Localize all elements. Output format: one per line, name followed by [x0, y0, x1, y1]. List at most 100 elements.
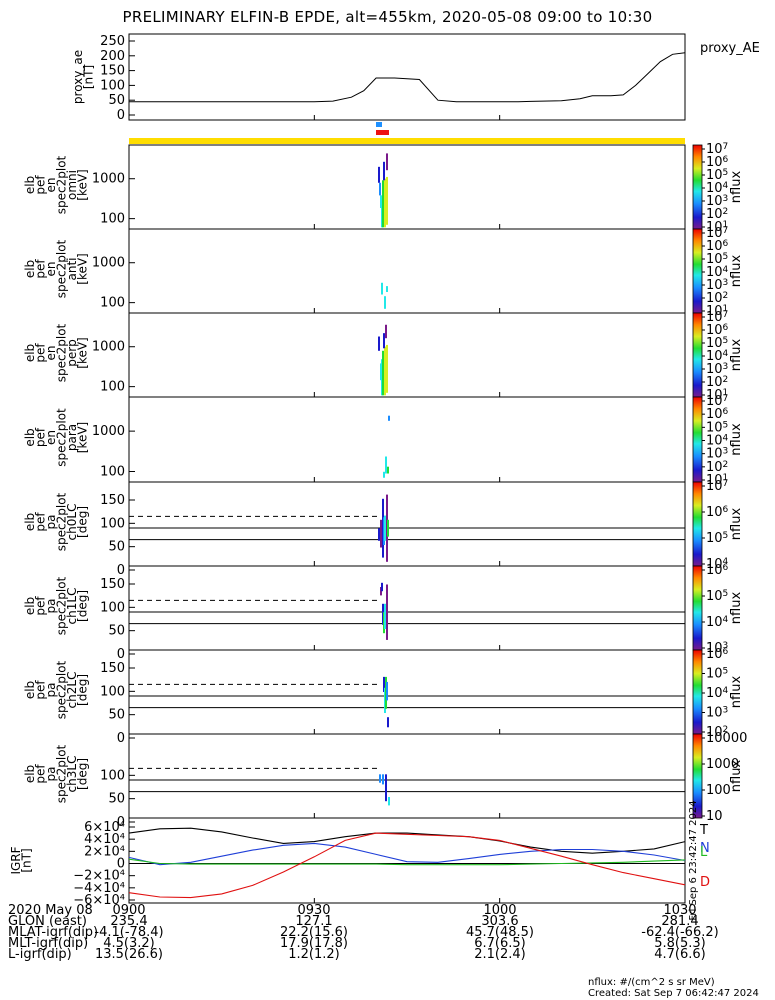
colorbar-tick-label: 104: [706, 686, 729, 701]
ylabel-line: pef: [34, 512, 48, 532]
ytick-label: −6×10⁴: [73, 893, 125, 908]
ylabel-line: elb: [23, 681, 37, 699]
ytick-label: 4×10⁴: [84, 832, 125, 847]
ytick-label: 100: [100, 516, 125, 531]
spectrogram-pixel: [386, 286, 388, 292]
ytick-label: −2×10⁴: [73, 869, 125, 884]
colorbar-tick-label: 10: [706, 809, 723, 824]
footer-value: 22.2(15.6): [279, 925, 349, 940]
spectrogram-pixel: [388, 797, 390, 806]
colorbar-elb_pef_pa_spec2plot_ch3LC: [692, 733, 703, 819]
colorbar-label: nflux: [729, 760, 744, 793]
ylabel-line: [keV]: [76, 422, 90, 453]
spectrogram-pixel: [378, 528, 380, 541]
series-igrf-L: [128, 858, 686, 866]
ylabel-line: [keV]: [76, 253, 90, 284]
spectrogram-pixel: [387, 519, 389, 537]
spectrogram-pixel: [386, 681, 388, 701]
ytick-label: 100: [100, 212, 125, 227]
legend-igrf-N: N: [700, 841, 710, 856]
ylabel-line: pef: [34, 680, 48, 700]
ytick-label: 100: [100, 380, 125, 395]
legend-proxy-ae: proxy_AE: [700, 41, 760, 56]
colorbar-tick-label: 105: [706, 531, 728, 546]
footer-value: 2.1(2.4): [474, 947, 526, 962]
ylabel-line: spec2plot: [55, 239, 69, 298]
ylabel-line: elb: [23, 597, 37, 615]
ylabel-line: elb: [23, 765, 37, 783]
colorbar-label: nflux: [729, 508, 744, 541]
colorbar-elb_pef_pa_spec2plot_ch0LC: [692, 481, 703, 567]
spectrogram-pixel: [383, 333, 385, 349]
colorbar-tick-label: 103: [706, 706, 728, 721]
ylabel-line: [nT]: [20, 848, 34, 872]
ylabel-line: pef: [34, 343, 48, 363]
ytick-label: 100: [100, 78, 125, 93]
spectrogram-pixel: [379, 774, 381, 783]
ylabel-line: elb: [23, 344, 37, 362]
panel-frame-elb_pef_en_spec2plot_anti: [128, 228, 686, 314]
ylabel-line: anti: [65, 258, 79, 281]
spectrogram-pixel: [383, 676, 385, 692]
ytick-label: 150: [100, 493, 125, 508]
ylabel-line: omni: [65, 170, 79, 200]
panel-frame-elb_pef_en_spec2plot_omni: [128, 144, 686, 230]
colorbar-label: nflux: [729, 339, 744, 372]
panel-frame-elb_pef_pa_spec2plot_ch0LC: [128, 481, 686, 567]
ylabel-line: IGRF: [9, 846, 23, 874]
ylabel-line: elb: [23, 428, 37, 446]
plot-timestamp-stamp: Fri Sep 6 23:42:47 2024: [688, 800, 699, 920]
ylabel-line: spec2plot: [55, 323, 69, 382]
zlabel-text: nflux: [729, 171, 744, 204]
spectrogram-pixel: [387, 717, 389, 728]
footer-row-label: GLON (east): [8, 914, 87, 929]
colorbar-tick-label: 106: [706, 647, 729, 662]
ytick-label: 0: [117, 647, 125, 662]
ytick-label: 50: [108, 93, 125, 108]
legend-igrf-L: L: [700, 845, 708, 860]
ytick-label: 50: [108, 792, 125, 807]
footer-value: -4.1(-78.4): [94, 925, 164, 940]
zlabel-text: nflux: [729, 423, 744, 456]
colorbar-elb_pef_pa_spec2plot_ch2LC: [692, 649, 703, 735]
spectrogram-pixel: [384, 178, 386, 228]
colorbar-tick-label: 1000: [706, 757, 739, 772]
science-zone-marker-blue: [376, 122, 382, 127]
footer-row-label: L-igrf(dip): [8, 947, 72, 962]
footer-value: 45.7(48.5): [465, 925, 535, 940]
spectrogram-pixel: [385, 324, 387, 339]
footer-row-label: MLT-igrf(dip): [8, 936, 89, 951]
ylabel-line: pef: [34, 259, 48, 279]
ylabel-line: pa: [44, 515, 58, 530]
ylabel-line: pa: [44, 767, 58, 782]
colorbar-tick-label: 106: [706, 563, 729, 578]
ylabel-line: elb: [23, 513, 37, 531]
created-note: Created: Sat Sep 7 06:42:47 2024: [588, 988, 759, 999]
colorbar-label: nflux: [729, 255, 744, 288]
ylabel-line: proxy_ae: [71, 50, 85, 104]
footer-value: 13.5(26.6): [94, 947, 164, 962]
zlabel-text: nflux: [729, 339, 744, 372]
ytick-label: 50: [108, 708, 125, 723]
ylabel-line: pef: [34, 175, 48, 195]
ytick-label: 100: [100, 296, 125, 311]
ytick-label: 50: [108, 540, 125, 555]
ylabel-igrf: IGRF[nT]: [9, 846, 34, 874]
spectrogram-pixel: [384, 296, 386, 309]
legend-igrf-D: D: [700, 875, 710, 890]
ylabel-line: [keV]: [76, 337, 90, 368]
spectrogram-pixel: [378, 336, 380, 351]
colorbar-elb_pef_en_spec2plot_omni: [692, 144, 703, 230]
colorbar-tick-label: 106: [706, 505, 729, 520]
ytick-label: −4×10⁴: [73, 881, 125, 896]
spectrogram-pixel: [382, 774, 384, 785]
footer-value: 0900: [112, 903, 146, 918]
ylabel-line: ch0LC: [65, 504, 79, 541]
spectrogram-pixel: [382, 350, 384, 396]
ytick-label: 150: [100, 64, 125, 79]
units-note: nflux: #/(cm^2 s sr MeV): [588, 977, 715, 988]
spectrogram-pixel: [388, 415, 390, 421]
ylabel-line: spec2plot: [55, 492, 69, 551]
